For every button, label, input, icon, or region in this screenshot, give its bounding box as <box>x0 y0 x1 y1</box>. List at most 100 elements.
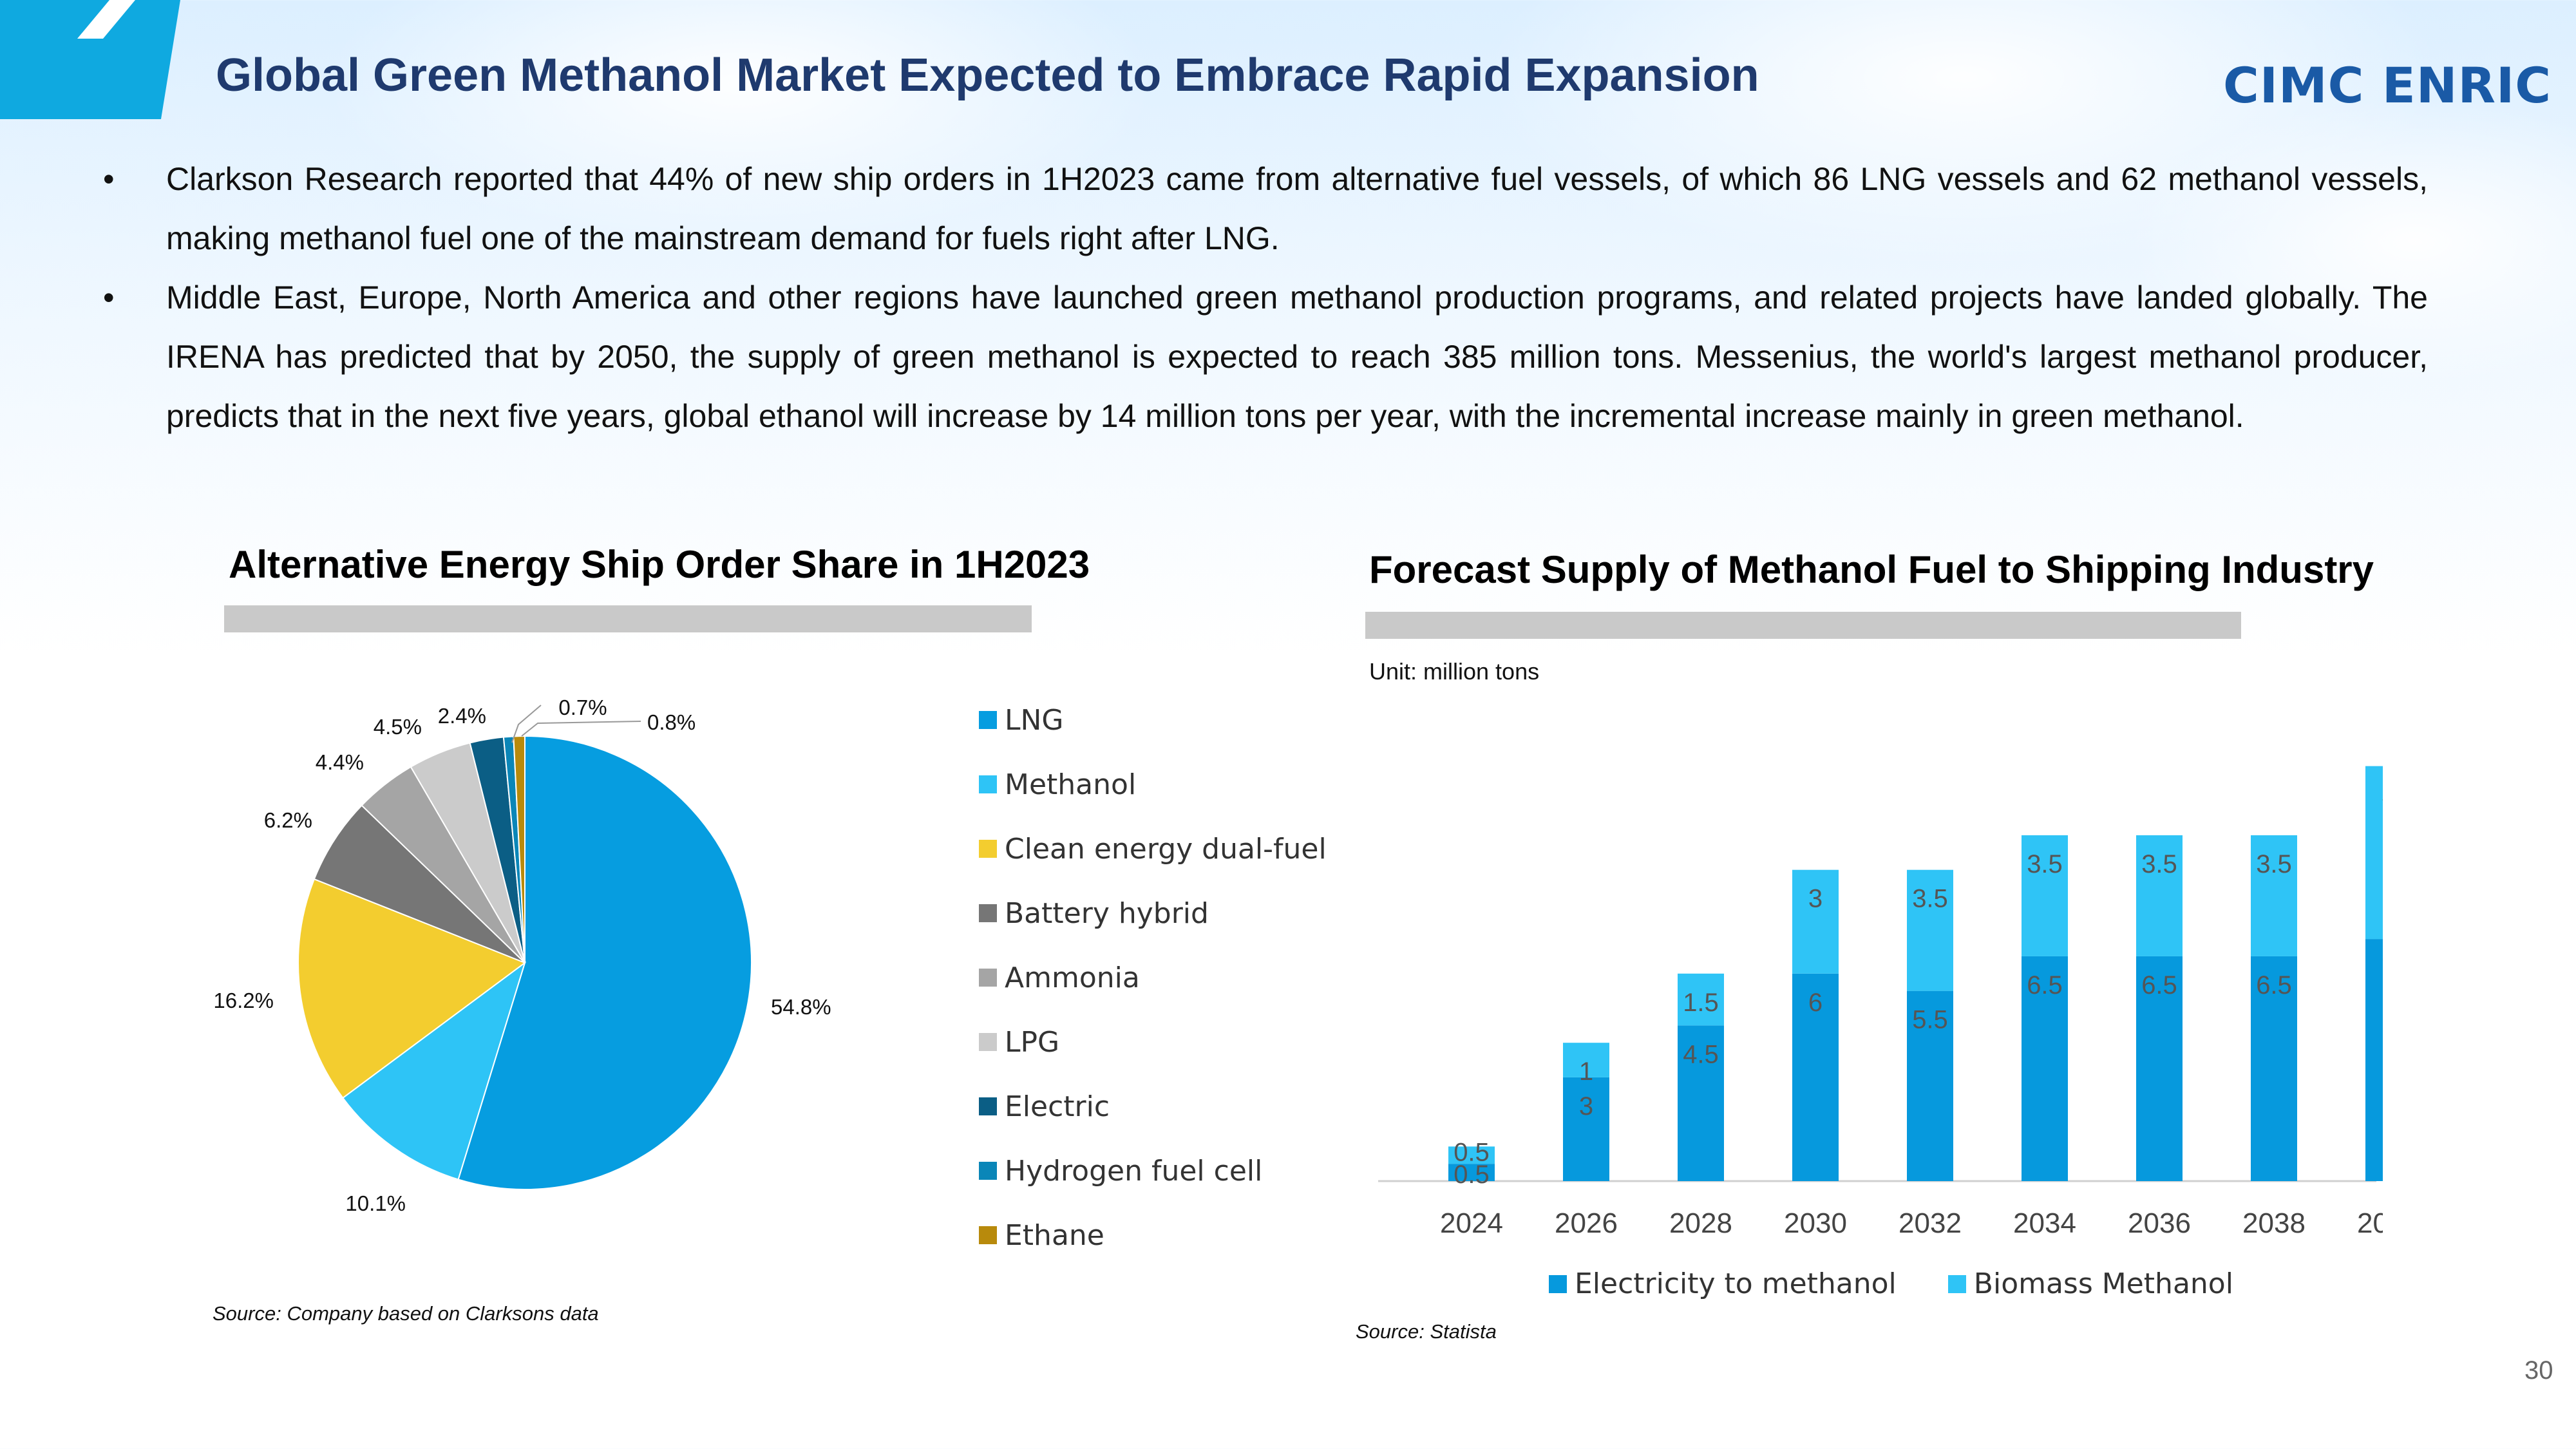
bar-value-label: 6.5 <box>2256 971 2292 999</box>
page-number: 30 <box>2524 1356 2553 1385</box>
legend-item-lpg: LPG <box>979 1010 1327 1074</box>
legend-label: Hydrogen fuel cell <box>1005 1154 1263 1188</box>
legend-swatch <box>1549 1274 1567 1293</box>
pie-chart: 54.8% 10.1% 16.2% 6.2% 4.4% 4.5% 2.4% 0.7% 0.8% <box>213 696 831 1215</box>
bar-biomass-methanol-2030 <box>1792 869 1839 974</box>
bullet-item: • Middle East, Europe, North America and … <box>103 268 2428 446</box>
bar-biomass-methanol-2026 <box>1563 1043 1609 1077</box>
legend-item-ammonia: Ammonia <box>979 945 1327 1010</box>
bar-electricity-to-methanol-2032 <box>1907 990 1953 1181</box>
bar-biomass-methanol-2032 <box>1907 869 1953 991</box>
bar-value-label: 5 <box>2382 781 2383 810</box>
bar-value-label: 3.5 <box>2141 850 2177 878</box>
pie-chart-title: Alternative Energy Ship Order Share in 1… <box>229 543 1090 586</box>
pie-value-label: 2.4% <box>438 704 486 728</box>
bar-value-label: 1.5 <box>1683 989 1719 1017</box>
bar-biomass-methanol-2038 <box>2251 835 2297 956</box>
bar-source-note: Source: Statista <box>1356 1320 1497 1343</box>
pie-value-label: 10.1% <box>345 1191 406 1215</box>
bar-value-label: 0.5 <box>1454 1138 1490 1166</box>
bar-electricity-to-methanol-2040 <box>2365 939 2383 1181</box>
bar-value-label: 6.5 <box>2027 971 2063 999</box>
x-tick-label: 2028 <box>1669 1208 1732 1239</box>
legend-label: Electricity to methanol <box>1575 1267 1897 1300</box>
bar-value-label: 3.5 <box>2027 850 2063 878</box>
bullet-text: Clarkson Research reported that 44% of n… <box>166 161 2428 256</box>
bar-value-label: 7 <box>2382 954 2383 982</box>
bar-chart-title: Forecast Supply of Methanol Fuel to Ship… <box>1369 548 2374 591</box>
bar-biomass-methanol-2024 <box>1448 1146 1495 1164</box>
legend-swatch <box>979 1162 997 1180</box>
legend-item-battery-hybrid: Battery hybrid <box>979 881 1327 945</box>
unit-label: Unit: million tons <box>1369 658 1540 685</box>
bullet-item: • Clarkson Research reported that 44% of … <box>103 149 2428 268</box>
bar-title-underline <box>1365 612 2241 639</box>
x-tick-label: 2032 <box>1899 1208 1962 1239</box>
bar-electricity-to-methanol-2028 <box>1678 1025 1724 1181</box>
legend-item-hydrogen-fuel-cell: Hydrogen fuel cell <box>979 1139 1327 1203</box>
pie-slice-clean-energy-dual-fuel <box>298 878 527 1099</box>
legend-swatch <box>979 1033 997 1051</box>
pie-slice-battery-hybrid <box>313 804 526 963</box>
pie-value-label: 16.2% <box>213 989 274 1012</box>
legend-swatch <box>979 711 997 729</box>
pie-leader-line <box>521 721 641 737</box>
legend-label: Ethane <box>1005 1218 1104 1252</box>
pie-slice-methanol <box>341 961 526 1180</box>
legend-item-methanol: Methanol <box>979 752 1327 817</box>
bullet-text: Middle East, Europe, North America and o… <box>166 279 2428 434</box>
legend-label: Clean energy dual-fuel <box>1005 832 1327 866</box>
bar-value-label: 1 <box>1579 1057 1593 1086</box>
pie-value-label: 0.7% <box>558 696 607 719</box>
bar-value-label: 6.5 <box>2141 971 2177 999</box>
legend-swatch <box>979 775 997 793</box>
bar-value-label: 3 <box>1579 1092 1593 1121</box>
pie-value-label: 6.2% <box>264 808 312 832</box>
bar-biomass-methanol-2028 <box>1678 973 1724 1026</box>
bar-value-label: 3.5 <box>1912 885 1948 913</box>
x-tick-label: 2034 <box>2013 1208 2076 1239</box>
pie-source-note: Source: Company based on Clarksons data <box>213 1302 599 1325</box>
page-title: Global Green Methanol Market Expected to… <box>216 50 1759 101</box>
pie-legend: LNG Methanol Clean energy dual-fuel Battery… <box>979 688 1327 1267</box>
bar-biomass-methanol-2040 <box>2365 766 2383 940</box>
bullet-icon: • <box>103 279 115 316</box>
legend-item-ethane: Ethane <box>979 1203 1327 1267</box>
bar-biomass-methanol-2034 <box>2022 835 2068 956</box>
bar-value-label: 3 <box>1808 885 1823 913</box>
legend-label: Methanol <box>1005 768 1137 801</box>
x-tick-label: 2040 <box>2357 1208 2383 1239</box>
bar-biomass-methanol-2036 <box>2136 835 2183 956</box>
legend-item-clean-energy-dual-fuel: Clean energy dual-fuel <box>979 817 1327 881</box>
legend-swatch <box>979 969 997 987</box>
bar-electricity-to-methanol-2034 <box>2022 956 2068 1181</box>
bar-electricity-to-methanol-2038 <box>2251 956 2297 1181</box>
x-tick-label: 2026 <box>1555 1208 1618 1239</box>
legend-label: Ammonia <box>1005 961 1140 994</box>
legend-label: LNG <box>1005 703 1064 737</box>
x-tick-label: 2038 <box>2242 1208 2306 1239</box>
legend-swatch <box>979 1226 997 1244</box>
cloud-decoration <box>2125 97 2576 386</box>
legend-label: Biomass Methanol <box>1973 1267 2233 1300</box>
pie-value-label: 4.4% <box>316 750 364 774</box>
company-logo: CIMC ENRIC <box>2223 57 2552 114</box>
pie-value-label: 0.8% <box>647 710 696 734</box>
legend-label: Electric <box>1005 1090 1110 1123</box>
legend-label: LPG <box>1005 1025 1060 1059</box>
bar-value-label: 0.5 <box>1454 1160 1490 1189</box>
legend-item-electric: Electric <box>979 1074 1327 1139</box>
corner-accent-shape <box>0 0 180 119</box>
bar-value-label: 3.5 <box>2256 850 2292 878</box>
bar-value-label: 5.5 <box>1912 1006 1948 1034</box>
bar-electricity-to-methanol-2026 <box>1563 1077 1609 1181</box>
bar-electricity-to-methanol-2030 <box>1792 973 1839 1181</box>
bullet-icon: • <box>103 161 115 197</box>
x-tick-label: 2036 <box>2128 1208 2191 1239</box>
bar-legend: Electricity to methanol Biomass Methanol <box>1549 1267 2233 1300</box>
bar-electricity-to-methanol-2024 <box>1448 1164 1495 1181</box>
legend-swatch <box>979 904 997 922</box>
pie-value-label: 54.8% <box>771 995 831 1019</box>
pie-leader-line <box>511 705 542 743</box>
pie-title-underline <box>224 605 1032 632</box>
